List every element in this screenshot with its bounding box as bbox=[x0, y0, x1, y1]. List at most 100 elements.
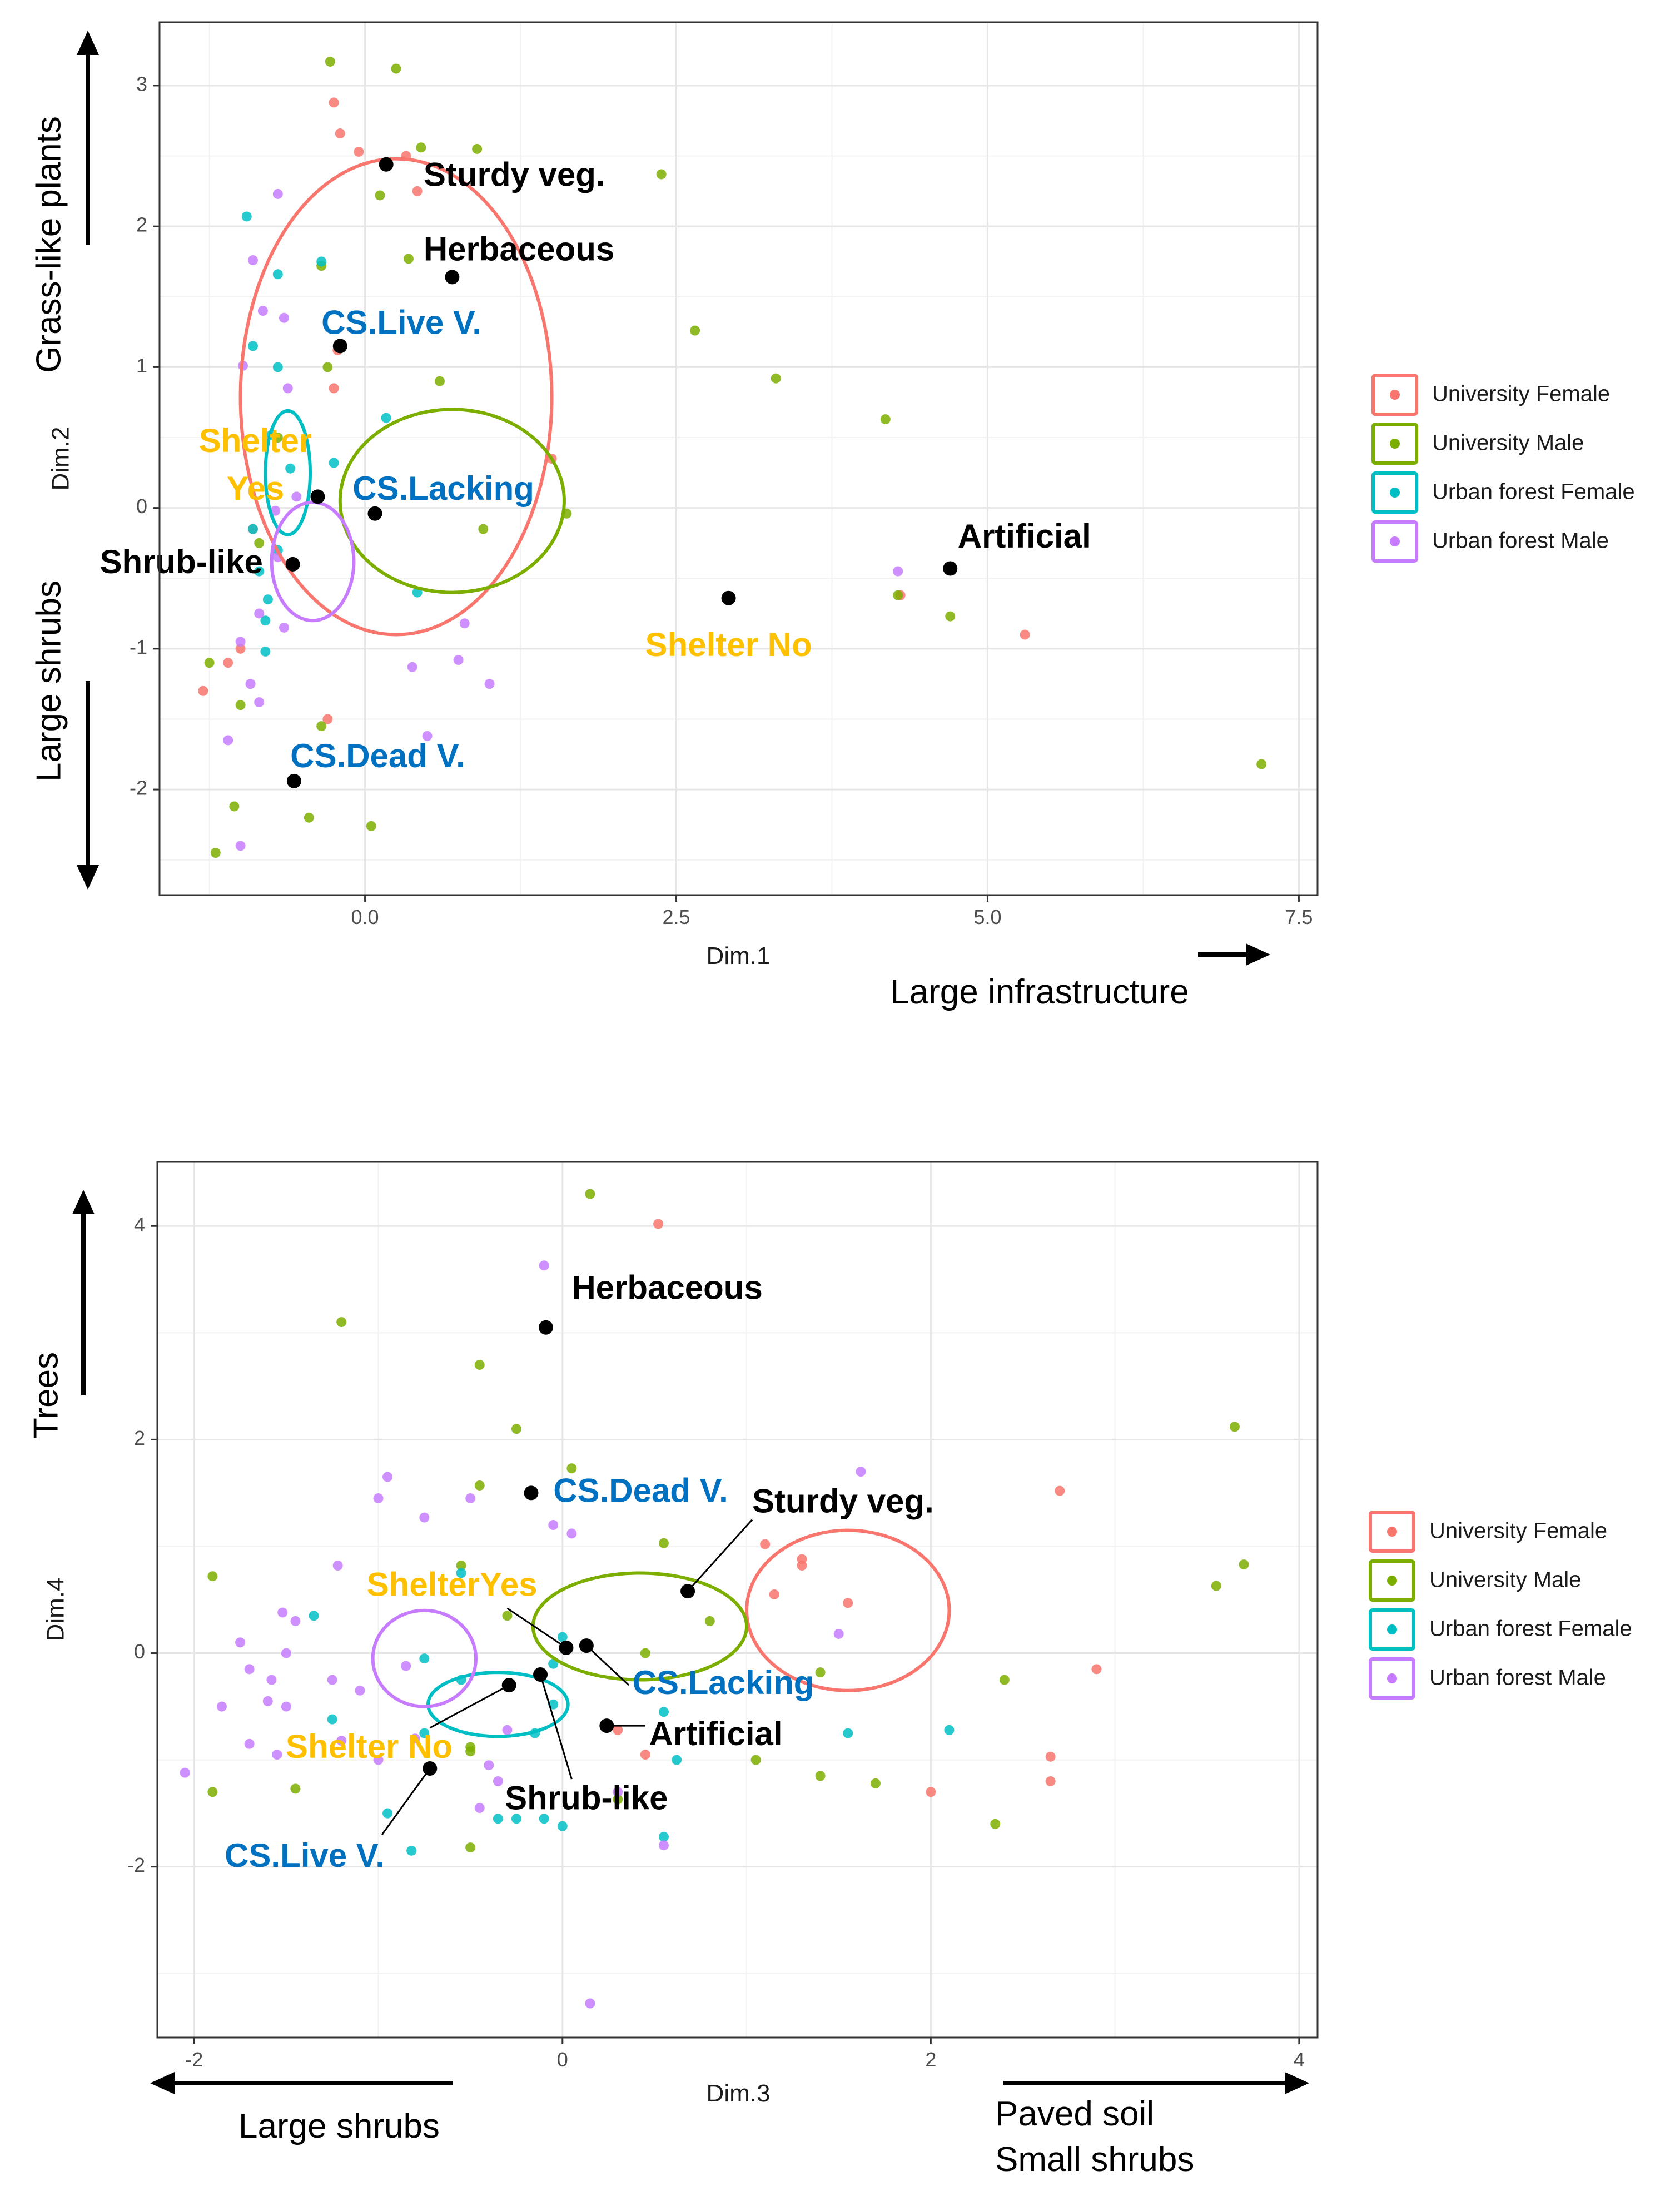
legend-label-university-male: University Male bbox=[1432, 431, 1584, 455]
data-point-urban-forest-male bbox=[270, 505, 281, 516]
data-point-university-female bbox=[322, 714, 333, 724]
y-tick-label: 0 bbox=[134, 1640, 145, 1663]
x-axis-title: Dim.1 bbox=[707, 942, 771, 970]
data-point-university-male bbox=[1239, 1559, 1249, 1570]
y-tick-label: -2 bbox=[127, 1854, 145, 1876]
data-point-university-male bbox=[1211, 1581, 1221, 1591]
data-point-urban-forest-male bbox=[279, 312, 289, 323]
data-point-urban-forest-female bbox=[285, 463, 296, 474]
legend-label-urban-forest-female: Urban forest Female bbox=[1432, 480, 1635, 504]
data-point-urban-forest-male bbox=[453, 655, 464, 665]
legend-dot-urban-forest-female bbox=[1390, 488, 1400, 498]
category-point-sturdy-veg bbox=[379, 157, 394, 172]
x-tick-label: 2 bbox=[925, 2048, 936, 2071]
category-point-cs-live-v bbox=[423, 1761, 438, 1776]
arrow-right-head bbox=[1246, 943, 1270, 966]
data-point-university-female bbox=[223, 658, 233, 668]
data-point-university-male bbox=[502, 1611, 513, 1621]
category-point-shelter-no bbox=[721, 590, 736, 605]
data-point-university-male bbox=[990, 1819, 1001, 1829]
data-point-university-male bbox=[204, 658, 215, 668]
category-point-artificial bbox=[943, 561, 958, 576]
data-point-university-male bbox=[290, 1783, 301, 1794]
data-point-urban-forest-male bbox=[355, 1685, 365, 1696]
data-point-urban-forest-female bbox=[327, 1714, 337, 1725]
y-axis-title: Dim.4 bbox=[42, 1578, 69, 1642]
confidence-ellipse-university-female bbox=[745, 1528, 951, 1692]
category-point-artificial bbox=[599, 1718, 614, 1733]
data-point-urban-forest-male bbox=[613, 1787, 623, 1797]
data-point-university-female bbox=[235, 643, 246, 654]
data-point-university-female bbox=[329, 97, 339, 108]
confidence-ellipse-urban-forest-female bbox=[264, 409, 312, 536]
legend: University Female University Male Urban fo… bbox=[1371, 374, 1635, 563]
data-point-urban-forest-female bbox=[843, 1728, 853, 1738]
data-point-university-male bbox=[566, 1463, 577, 1474]
plot-panel bbox=[157, 1162, 1318, 2038]
data-point-urban-forest-male bbox=[257, 306, 268, 316]
x-tick-label: 5.0 bbox=[973, 906, 1001, 928]
legend-label-university-male: University Male bbox=[1429, 1568, 1581, 1592]
data-point-urban-forest-female bbox=[456, 1568, 466, 1578]
data-point-university-male bbox=[472, 143, 483, 154]
data-point-university-female bbox=[412, 186, 423, 196]
data-point-urban-forest-male bbox=[244, 1738, 255, 1749]
confidence-ellipse-university-female bbox=[238, 157, 554, 637]
data-point-urban-forest-female bbox=[247, 341, 258, 351]
data-point-urban-forest-male bbox=[247, 255, 258, 265]
data-point-urban-forest-male bbox=[493, 1776, 503, 1787]
data-point-urban-forest-male bbox=[262, 1696, 273, 1706]
category-label-cs-dead-v: CS.Dead V. bbox=[290, 737, 465, 774]
data-point-university-male bbox=[474, 1359, 485, 1370]
arrow-left-head bbox=[150, 2072, 175, 2094]
data-point-urban-forest-female bbox=[316, 256, 327, 267]
data-point-university-male bbox=[1256, 759, 1267, 769]
data-point-urban-forest-male bbox=[401, 1661, 411, 1671]
data-point-university-male bbox=[640, 1648, 650, 1658]
data-point-university-female bbox=[1020, 629, 1030, 640]
data-point-university-male bbox=[656, 169, 667, 180]
data-point-university-female bbox=[760, 1539, 771, 1549]
category-label-herbaceous: Herbaceous bbox=[571, 1269, 762, 1306]
data-point-urban-forest-male bbox=[266, 1675, 277, 1685]
data-point-university-male bbox=[474, 1480, 485, 1491]
category-label-shelter-no: Shelter No bbox=[645, 626, 812, 663]
category-point-cs-live-v bbox=[332, 339, 347, 354]
data-point-urban-forest-female bbox=[419, 1728, 430, 1738]
data-point-urban-forest-female bbox=[672, 1755, 682, 1765]
arrow-up-head bbox=[72, 1190, 95, 1214]
data-point-university-male bbox=[210, 848, 221, 858]
leader-line bbox=[429, 1684, 510, 1729]
category-label-herbaceous: Herbaceous bbox=[424, 231, 614, 268]
legend-dot-university-female bbox=[1387, 1527, 1397, 1537]
data-point-urban-forest-male bbox=[327, 1675, 337, 1685]
y-tick-label: -2 bbox=[130, 777, 147, 799]
leader-line bbox=[381, 1768, 431, 1835]
data-point-urban-forest-female bbox=[241, 211, 252, 222]
data-point-university-female bbox=[769, 1589, 779, 1599]
data-point-urban-forest-female bbox=[658, 1707, 669, 1717]
data-point-urban-forest-male bbox=[235, 1637, 246, 1648]
category-label-cs-dead-v: CS.Dead V. bbox=[553, 1472, 728, 1509]
data-point-urban-forest-male bbox=[272, 188, 283, 199]
data-point-urban-forest-female bbox=[493, 1814, 503, 1824]
direction-label-right-2: Small shrubs bbox=[995, 2140, 1194, 2179]
legend-label-university-female: University Female bbox=[1429, 1519, 1607, 1543]
leader-line bbox=[539, 1674, 573, 1780]
data-point-university-male bbox=[815, 1667, 826, 1678]
legend-dot-university-male bbox=[1387, 1576, 1397, 1586]
confidence-ellipse-urban-forest-male bbox=[270, 500, 356, 623]
legend-label-urban-forest-male: Urban forest Male bbox=[1432, 529, 1609, 553]
data-point-university-male bbox=[478, 524, 489, 534]
legend: University Female University Male Urban fo… bbox=[1369, 1511, 1632, 1700]
y-axis-title: Dim.2 bbox=[47, 427, 74, 491]
leader-line bbox=[585, 1644, 630, 1686]
data-point-urban-forest-male bbox=[474, 1803, 485, 1814]
category-label-cs-lacking: CS.Lacking bbox=[633, 1664, 814, 1701]
direction-label-right: Large infrastructure bbox=[890, 973, 1189, 1011]
category-label-shrub-like: Shrub-like bbox=[100, 543, 263, 580]
y-tick-label: 1 bbox=[136, 354, 147, 377]
y-tick-label: 0 bbox=[136, 495, 147, 518]
data-point-urban-forest-male bbox=[833, 1628, 844, 1639]
